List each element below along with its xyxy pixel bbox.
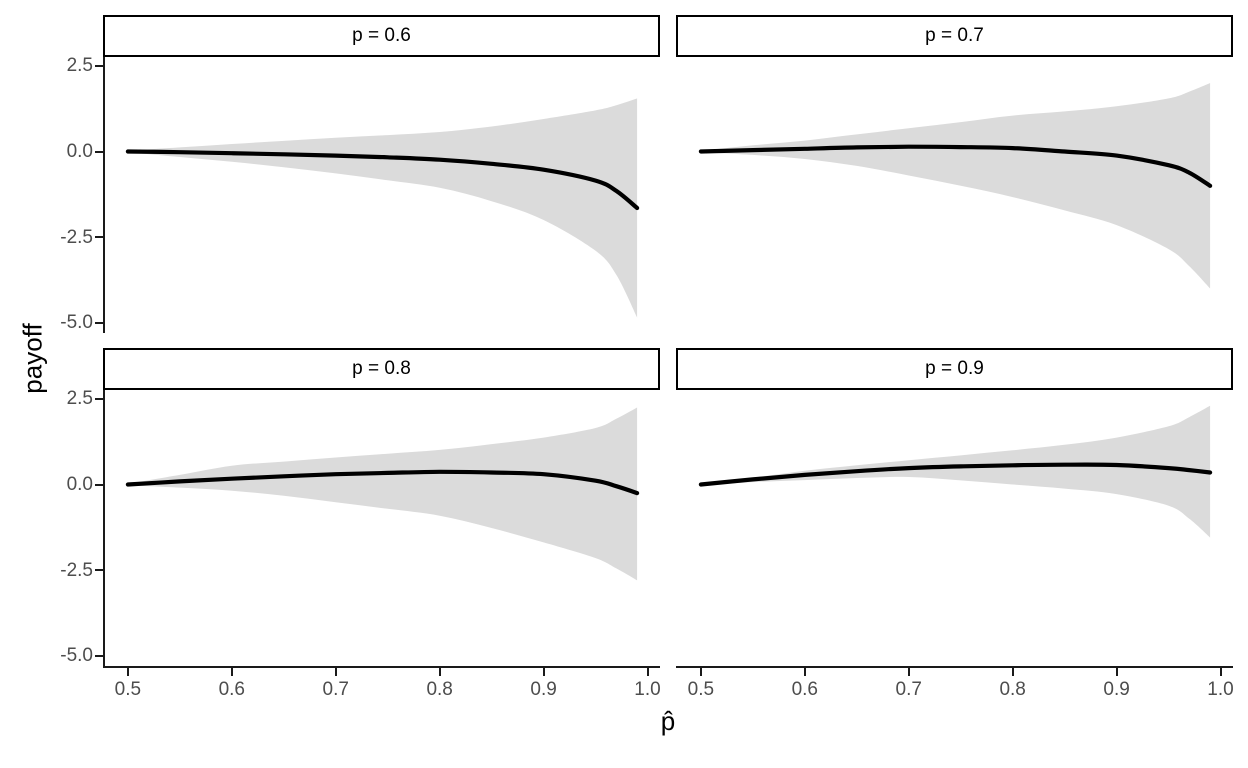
y-tick-label: -5.0	[60, 645, 93, 667]
y-axis-tick	[95, 654, 103, 657]
facet-strip-label: p = 0.7	[925, 25, 984, 46]
x-tick-label: 1.0	[634, 679, 661, 700]
x-tick-label: 0.6	[791, 679, 818, 700]
x-axis-tick	[1011, 668, 1014, 676]
confidence-ribbon	[700, 83, 1211, 289]
y-tick-label: 2.5	[66, 55, 93, 77]
x-tick-label: 0.7	[322, 679, 349, 700]
y-tick-label: -2.5	[60, 226, 93, 248]
x-tick-label: 0.9	[530, 679, 557, 700]
confidence-ribbon	[700, 405, 1211, 538]
facet-strip-p07: p = 0.7	[676, 15, 1233, 57]
y-axis-tick	[95, 569, 103, 572]
facet-panel-p08	[125, 407, 640, 581]
x-axis-line	[103, 666, 660, 668]
mean-payoff-line	[698, 144, 1213, 188]
x-tick-label: 1.0	[1207, 679, 1234, 700]
facet-strip-label: p = 0.6	[352, 25, 411, 46]
x-axis-tick	[438, 668, 441, 676]
facet-panel-p09	[698, 405, 1213, 538]
x-axis-tick	[1115, 668, 1118, 676]
y-axis-tick	[95, 64, 103, 67]
x-axis-tick	[230, 668, 233, 676]
x-axis-title: p̂	[660, 706, 676, 736]
y-axis-title: payoff	[17, 323, 48, 394]
y-tick-label: -2.5	[60, 559, 93, 581]
x-tick-label: 0.9	[1103, 679, 1130, 700]
y-axis-tick	[95, 236, 103, 239]
facet-panel-p06	[125, 98, 640, 318]
y-tick-label: -5.0	[60, 312, 93, 334]
x-tick-label: 0.5	[687, 679, 715, 700]
x-axis-tick	[1219, 668, 1222, 676]
facet-strip-label: p = 0.8	[352, 358, 411, 379]
facet-strip-p06: p = 0.6	[103, 15, 660, 57]
facet-strip-p09: p = 0.9	[676, 348, 1233, 390]
x-axis-tick	[907, 668, 910, 676]
x-tick-label: 0.8	[426, 679, 453, 700]
mean-payoff-line	[698, 462, 1213, 487]
y-tick-label: 0.0	[66, 474, 93, 495]
y-tick-label: 0.0	[66, 141, 93, 162]
x-axis-tick	[542, 668, 545, 676]
y-axis-tick	[95, 321, 103, 324]
mean-payoff-line	[125, 469, 640, 496]
y-axis-tick	[95, 397, 103, 400]
facet-panel-p07	[698, 83, 1213, 289]
x-tick-label: 0.5	[114, 679, 142, 700]
confidence-ribbon	[127, 407, 638, 581]
x-axis-line	[676, 666, 1233, 668]
x-axis-tick	[334, 668, 337, 676]
x-tick-label: 0.8	[999, 679, 1026, 700]
x-axis-tick	[803, 668, 806, 676]
facet-strip-label: p = 0.9	[925, 358, 984, 379]
facet-strip-p08: p = 0.8	[103, 348, 660, 390]
y-axis-tick	[95, 483, 103, 486]
confidence-ribbon	[127, 98, 638, 318]
y-axis-line	[103, 390, 105, 666]
y-tick-label: 2.5	[66, 388, 93, 410]
mean-payoff-line	[125, 149, 640, 211]
y-axis-tick	[95, 150, 103, 153]
y-axis-line	[103, 57, 105, 333]
x-axis-tick	[646, 668, 649, 676]
x-axis-tick	[699, 668, 702, 676]
x-tick-label: 0.7	[895, 679, 922, 700]
x-tick-label: 0.6	[218, 679, 245, 700]
x-axis-tick	[126, 668, 129, 676]
